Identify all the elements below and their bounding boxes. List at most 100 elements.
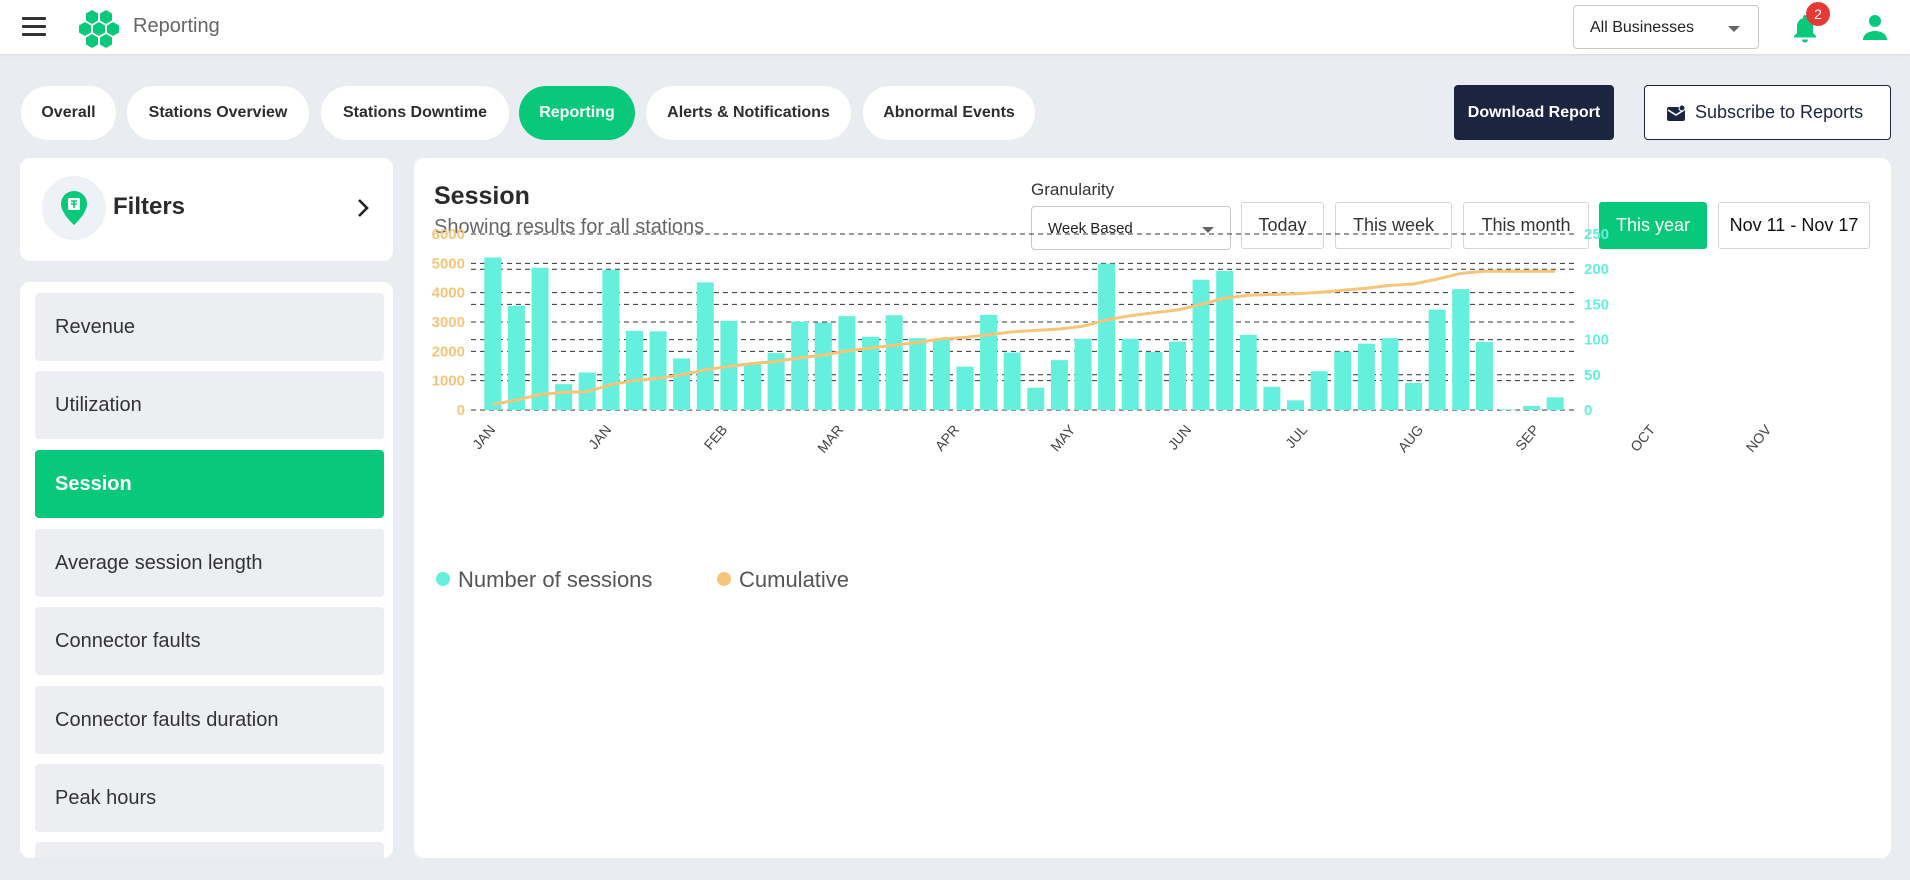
session-bar [1098, 263, 1116, 410]
session-bar [1381, 338, 1399, 410]
session-bar [1499, 409, 1517, 410]
location-pin-icon [42, 176, 106, 240]
session-bar [1121, 338, 1139, 410]
top-bar: Reporting All Businesses 2 [0, 0, 1910, 54]
granularity-label: Granularity [1031, 180, 1115, 199]
session-bar [507, 305, 525, 410]
session-bar [767, 353, 785, 410]
x-tick-label: JUL [1282, 421, 1310, 451]
report-panel: Session Showing results for all stations… [414, 158, 1891, 858]
session-bar [484, 257, 502, 410]
session-bar [1263, 386, 1281, 410]
session-bar [1216, 270, 1234, 410]
y-right-tick-label: 250 [1584, 226, 1609, 243]
y-left-tick-label: 4000 [432, 285, 465, 302]
y-right-tick-label: 0 [1584, 402, 1592, 419]
x-tick-label: JAN [469, 422, 498, 453]
metric-connector-faults-duration[interactable]: Connector faults duration [35, 686, 384, 754]
y-left-tick-label: 0 [457, 402, 465, 419]
x-tick-label: APR [932, 422, 963, 454]
session-bar [956, 366, 974, 410]
metric-list: Revenue Utilization Session Average sess… [20, 282, 393, 858]
y-left-tick-label: 5000 [432, 255, 465, 272]
session-bar [1405, 383, 1423, 410]
session-bar [791, 321, 809, 410]
metric-connector-faults[interactable]: Connector faults [35, 607, 384, 675]
metric-session[interactable]: Session [35, 450, 384, 518]
tab-alerts-notifications[interactable]: Alerts & Notifications [646, 86, 851, 140]
business-select-value: All Businesses [1590, 19, 1695, 36]
session-bar [673, 358, 691, 410]
x-tick-label: AUG [1395, 422, 1427, 456]
session-bar [1452, 289, 1470, 410]
date-range-picker[interactable]: Nov 11 - Nov 17 [1718, 202, 1870, 249]
legend-cumulative[interactable]: Cumulative [717, 567, 849, 593]
subscribe-reports-button[interactable]: Subscribe to Reports [1644, 85, 1891, 140]
tab-reporting[interactable]: Reporting [519, 86, 635, 140]
report-title: Session [434, 182, 530, 210]
session-bar [1074, 338, 1092, 410]
tab-stations-downtime[interactable]: Stations Downtime [321, 86, 509, 140]
metric-average-session-length[interactable]: Average session length [35, 529, 384, 597]
mail-icon [1667, 105, 1685, 121]
tab-abnormal-events[interactable]: Abnormal Events [863, 86, 1035, 140]
metric-revenue[interactable]: Revenue [35, 293, 384, 361]
x-tick-label: SEP [1512, 422, 1542, 454]
legend-number-of-sessions[interactable]: Number of sessions [436, 567, 652, 593]
chevron-down-icon [1202, 227, 1214, 233]
download-report-button[interactable]: Download Report [1454, 85, 1614, 140]
session-bar [1050, 360, 1068, 410]
legend-line-swatch [717, 572, 731, 586]
period-today-button[interactable]: Today [1241, 202, 1324, 249]
session-bar [1546, 397, 1564, 410]
x-tick-label: OCT [1627, 421, 1659, 454]
user-icon[interactable] [1860, 12, 1890, 42]
logo-icon [79, 10, 119, 48]
session-bar [625, 330, 643, 410]
session-bar [862, 336, 880, 410]
period-this-week-button[interactable]: This week [1335, 202, 1452, 249]
x-tick-label: MAR [814, 422, 846, 456]
y-left-tick-label: 3000 [432, 314, 465, 331]
session-bar [744, 363, 761, 410]
filters-panel[interactable]: Filters [20, 158, 393, 261]
x-tick-label: MAY [1047, 421, 1079, 454]
session-bar [1523, 405, 1541, 410]
period-this-year-button[interactable]: This year [1599, 202, 1707, 249]
session-chart: 0 1000 2000 3000 4000 5000 6000 0 50 100 150 200 250… [432, 226, 1775, 456]
metric-peak-hours[interactable]: Peak hours [35, 764, 384, 832]
session-bar [1287, 400, 1304, 410]
tab-overall[interactable]: Overall [21, 86, 116, 140]
session-bar [814, 322, 832, 410]
business-select[interactable]: All Businesses [1573, 5, 1759, 49]
metric-more[interactable] [35, 842, 384, 858]
session-bar [1003, 352, 1021, 410]
filters-title: Filters [113, 193, 186, 220]
metric-utilization[interactable]: Utilization [35, 371, 384, 439]
session-bar [696, 282, 714, 410]
session-bar [932, 338, 950, 410]
session-bar [1168, 341, 1186, 410]
x-tick-label: JUN [1165, 422, 1195, 453]
legend-sessions-label: Number of sessions [458, 567, 653, 592]
y-right-tick-label: 100 [1584, 332, 1609, 349]
session-bar [909, 338, 927, 410]
period-this-month-button[interactable]: This month [1463, 202, 1589, 249]
session-bar [649, 331, 667, 410]
chevron-right-icon[interactable] [357, 198, 369, 218]
session-bar [602, 269, 620, 410]
app-title: Reporting [133, 15, 220, 37]
cumulative-line [492, 269, 1556, 406]
tab-stations-overview[interactable]: Stations Overview [127, 86, 309, 140]
session-bar [1334, 351, 1352, 410]
y-right-tick-label: 200 [1584, 261, 1609, 278]
session-bar [838, 316, 856, 410]
session-bar [885, 315, 903, 410]
granularity-select[interactable]: Week Based [1031, 206, 1231, 250]
subscribe-label: Subscribe to Reports [1695, 102, 1864, 122]
granularity-value: Week Based [1048, 220, 1133, 237]
menu-icon[interactable] [22, 17, 46, 37]
y-left-tick-label: 6000 [432, 226, 465, 243]
y-left-tick-label: 1000 [432, 373, 465, 390]
session-bar [531, 267, 549, 410]
